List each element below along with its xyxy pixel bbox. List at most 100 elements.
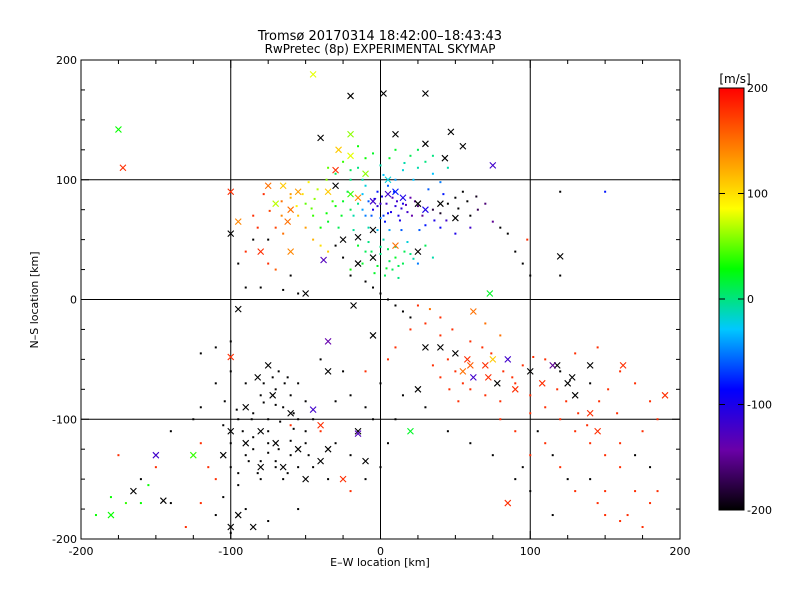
data-point <box>229 442 232 445</box>
data-point <box>439 316 442 319</box>
data-point <box>461 190 464 193</box>
data-point <box>401 169 404 172</box>
data-point <box>235 408 238 411</box>
data-point <box>373 197 376 200</box>
data-point <box>340 214 343 217</box>
data-point <box>410 214 413 217</box>
data-point <box>256 472 259 475</box>
data-point <box>394 245 397 248</box>
x-tick-label: -100 <box>218 545 243 558</box>
data-point <box>282 232 285 235</box>
data-point <box>484 394 487 397</box>
data-point <box>376 229 379 232</box>
data-point-cross <box>422 90 429 97</box>
data-point-cross <box>354 233 362 241</box>
data-point-cross <box>369 197 377 205</box>
data-point <box>484 322 487 325</box>
data-point <box>406 241 409 244</box>
x-tick-label: -200 <box>69 545 94 558</box>
data-point <box>641 526 644 529</box>
data-point-cross <box>264 182 272 190</box>
data-point <box>394 418 397 421</box>
data-point <box>521 364 524 367</box>
data-point <box>649 502 652 505</box>
data-point <box>376 264 379 267</box>
data-point-cross <box>317 457 324 465</box>
data-point <box>289 439 292 442</box>
data-point <box>649 466 652 469</box>
data-point <box>397 214 400 217</box>
data-point <box>124 502 127 505</box>
data-point-cross <box>407 427 414 435</box>
data-point <box>634 382 637 385</box>
data-point <box>424 160 427 163</box>
data-point <box>307 181 310 184</box>
data-point-cross <box>107 511 115 519</box>
data-point <box>532 355 535 358</box>
data-point-cross <box>257 463 265 471</box>
data-point-cross <box>227 523 235 531</box>
data-point <box>259 286 262 289</box>
data-point <box>392 190 395 193</box>
data-point <box>342 200 345 203</box>
data-point <box>607 388 610 391</box>
data-point-cross <box>414 200 422 208</box>
data-point-cross <box>317 421 324 429</box>
data-point <box>237 472 240 475</box>
data-point <box>446 166 449 169</box>
data-point <box>448 388 451 391</box>
data-point <box>229 340 232 343</box>
data-point <box>416 166 419 169</box>
data-point <box>398 219 401 222</box>
data-point-cross <box>115 126 122 133</box>
data-point <box>421 214 424 217</box>
data-point-cross <box>242 439 250 447</box>
data-point <box>454 370 457 373</box>
data-point <box>282 406 285 409</box>
data-point <box>316 188 319 191</box>
data-point <box>364 157 367 160</box>
data-point <box>514 478 517 481</box>
data-point <box>199 502 202 505</box>
data-point <box>454 196 457 199</box>
data-point <box>109 496 112 499</box>
data-point-cross <box>486 290 494 297</box>
data-point-cross <box>369 332 377 339</box>
data-point-cross <box>493 379 501 387</box>
data-point-cross <box>347 92 354 100</box>
data-point <box>334 172 337 175</box>
data-point <box>416 304 419 307</box>
data-point <box>252 436 255 439</box>
data-point <box>199 352 202 355</box>
data-point-cross <box>489 161 497 169</box>
data-point <box>529 490 532 493</box>
data-point-cross <box>152 451 160 459</box>
data-marks <box>94 70 669 535</box>
data-point-cross <box>309 70 317 78</box>
data-point <box>297 214 300 217</box>
data-point-cross <box>414 248 422 255</box>
data-point <box>559 190 562 193</box>
data-point <box>391 268 394 271</box>
data-point <box>297 466 300 469</box>
data-point <box>529 454 532 457</box>
chart-title: Tromsø 20170314 18:42:00–18:43:43 <box>257 29 502 44</box>
data-point <box>475 195 478 198</box>
data-point-cross <box>279 463 287 471</box>
data-point <box>289 196 292 199</box>
data-point <box>529 274 532 277</box>
data-point <box>401 262 404 265</box>
data-point <box>267 238 270 241</box>
data-point <box>604 190 607 193</box>
data-point <box>244 454 247 457</box>
data-point-cross <box>414 385 422 393</box>
data-point <box>551 454 554 457</box>
data-point-cross <box>489 355 497 363</box>
data-point-cross <box>227 188 235 196</box>
data-point <box>286 376 289 379</box>
data-point <box>544 442 547 445</box>
data-point <box>565 400 568 403</box>
data-point <box>349 394 352 397</box>
data-point <box>342 160 345 163</box>
data-point <box>289 424 292 427</box>
